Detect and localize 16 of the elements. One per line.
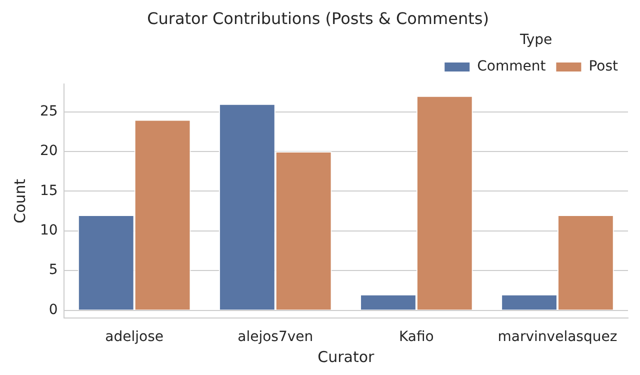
legend-label: Comment: [477, 58, 546, 75]
x-tick-label: adeljose: [105, 329, 164, 346]
x-tick-label: Kafio: [398, 329, 434, 346]
legend-title: Type: [518, 32, 552, 48]
y-tick-label: 5: [48, 262, 58, 278]
y-tick-label: 0: [48, 302, 58, 318]
x-axis-title: Curator: [318, 348, 376, 366]
chart-title: Curator Contributions (Posts & Comments): [147, 8, 489, 28]
y-tick-label: 10: [40, 222, 58, 239]
y-tick-label: 15: [40, 182, 58, 199]
legend-label: Post: [588, 58, 619, 75]
x-tick-label: alejos7ven: [238, 329, 314, 346]
y-axis-title: Count: [10, 178, 29, 224]
y-tick-label: 25: [40, 103, 58, 120]
x-tick-label: marvinvelasquez: [498, 329, 618, 346]
y-tick-label: 20: [40, 143, 58, 160]
